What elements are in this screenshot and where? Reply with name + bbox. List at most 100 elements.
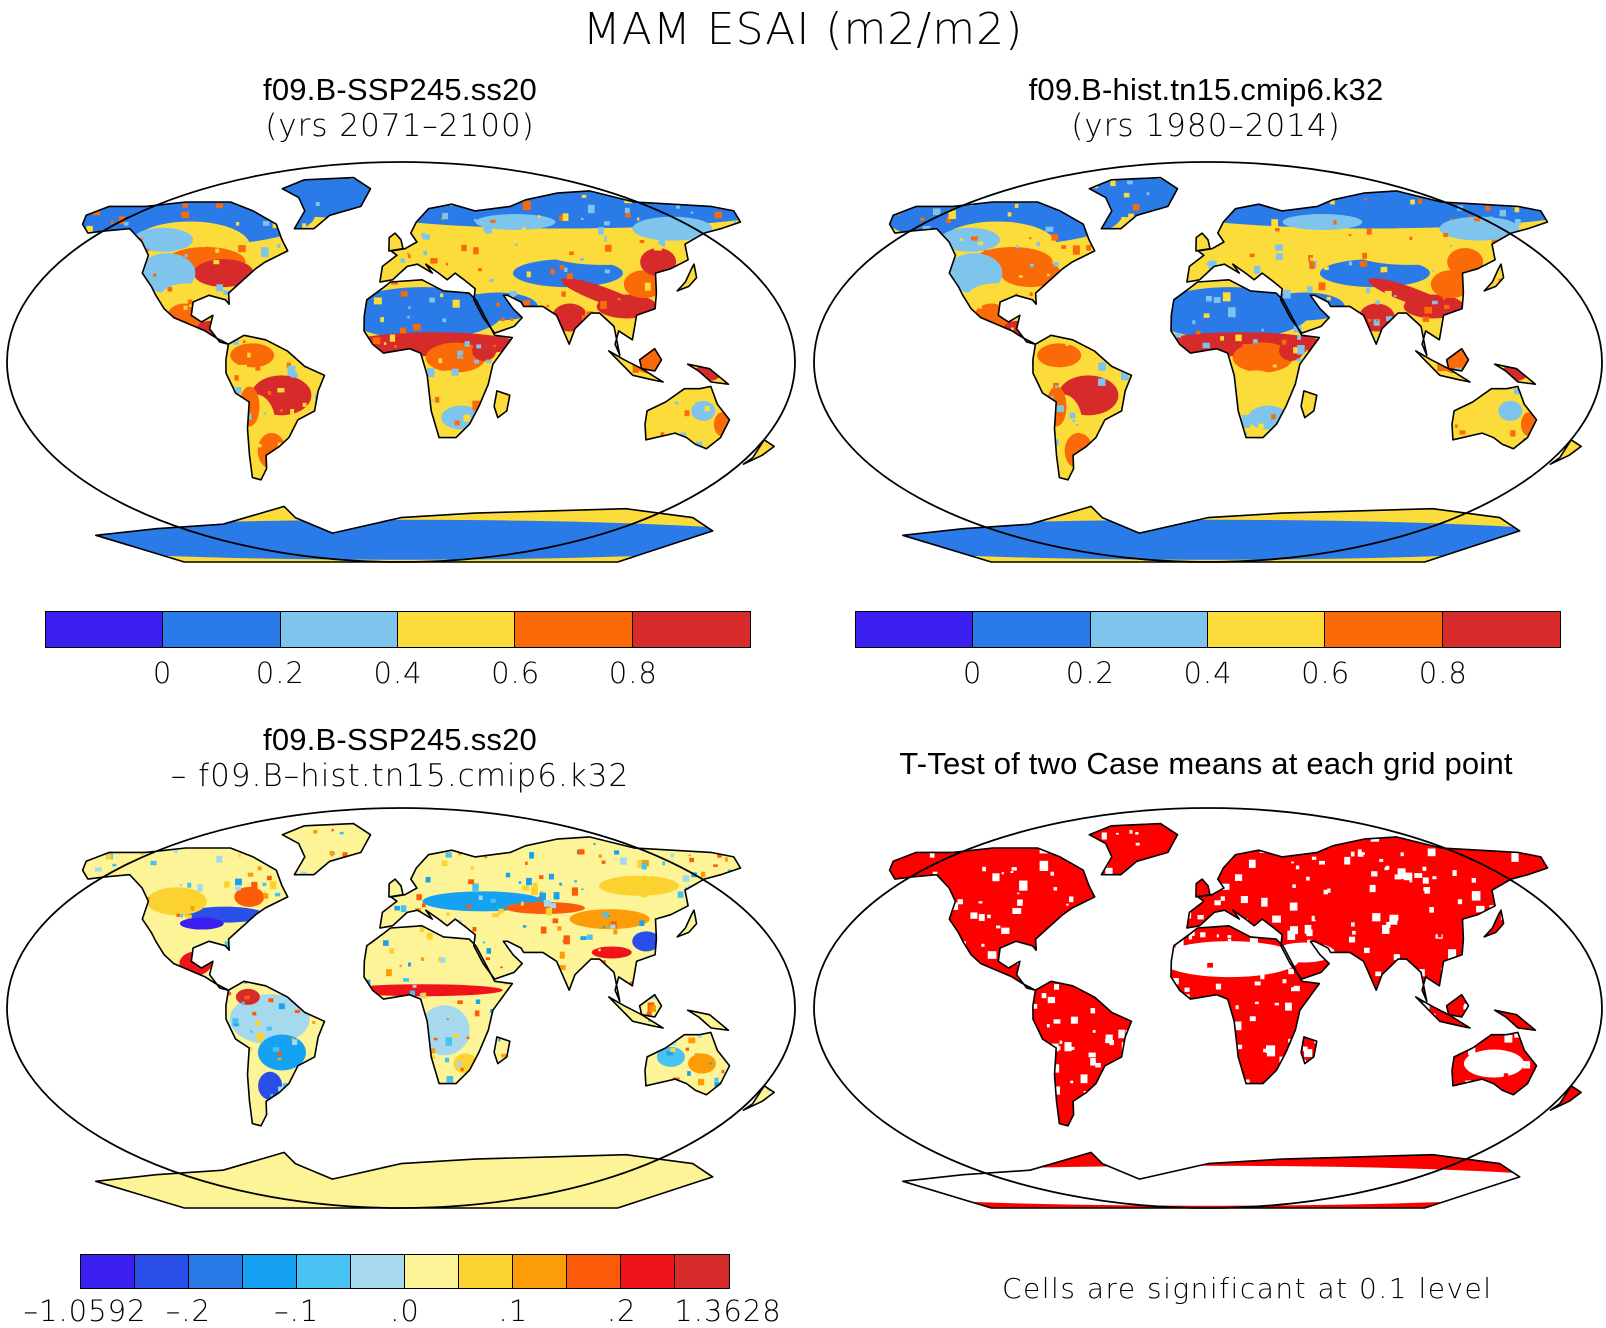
colorbar-tick-label: 1.3628 bbox=[674, 1294, 782, 1328]
colorbar-tick-label: 0.8 bbox=[1418, 656, 1468, 690]
coastline-uk bbox=[388, 878, 404, 898]
colorbar-tick-label: –.1 bbox=[274, 1294, 320, 1328]
panel-title-top-left-line1: f09.B-SSP245.ss20 bbox=[263, 72, 537, 107]
coastline-nz bbox=[1549, 439, 1582, 465]
map-ttest bbox=[813, 807, 1603, 1209]
panel-title-top-right-line1: f09.B-hist.tn15.cmip6.k32 bbox=[1028, 72, 1384, 107]
coastline-africa bbox=[363, 279, 514, 439]
coastline-indonesia bbox=[1415, 350, 1471, 383]
main-title: MAM ESAI (m2/m2) bbox=[582, 4, 1024, 55]
colorbar-segment bbox=[163, 612, 281, 647]
coastline-madagascar bbox=[1300, 1036, 1318, 1065]
colorbar-segment bbox=[675, 1255, 729, 1288]
colorbar-tick-label: –1.0592 bbox=[23, 1294, 147, 1328]
coastline-borneo bbox=[638, 347, 663, 372]
coastline-eurasia bbox=[1186, 190, 1549, 357]
colorbar-tick-label: 0.4 bbox=[1183, 656, 1233, 690]
coastline-borneo bbox=[1445, 347, 1470, 372]
coastline-greenland bbox=[1088, 822, 1179, 876]
coastline-samerica bbox=[1032, 980, 1133, 1127]
colorbar-tick-label: 0.8 bbox=[608, 656, 658, 690]
map-border bbox=[6, 807, 796, 1209]
panel-title-top-right: f09.B-hist.tn15.cmip6.k32 (yrs 1980–2014… bbox=[806, 72, 1606, 144]
coastline-newguinea bbox=[1493, 363, 1537, 385]
coastline-indonesia bbox=[608, 996, 664, 1029]
panel-title-bottom-left: f09.B-SSP245.ss20 – f09.B–hist.tn15.cmip… bbox=[0, 722, 800, 794]
coastline-africa bbox=[1170, 925, 1321, 1085]
colorbar-segment bbox=[243, 1255, 297, 1288]
coastline-uk bbox=[1195, 232, 1211, 252]
colorbar-tick-label: .0 bbox=[390, 1294, 420, 1328]
coastline-antarctica bbox=[95, 1151, 714, 1209]
coastline-greenland bbox=[281, 176, 372, 230]
coastline-nz bbox=[742, 1085, 775, 1111]
colorbar-segment bbox=[1090, 612, 1208, 647]
colorbar-tick-label: .2 bbox=[606, 1294, 637, 1328]
coastline-eurasia bbox=[379, 190, 742, 357]
panel-title-bottom-right-line1: T-Test of two Case means at each grid po… bbox=[899, 746, 1513, 781]
coastline-madagascar bbox=[1300, 390, 1318, 419]
coastline-greenland bbox=[281, 822, 372, 876]
colorbar-hist bbox=[855, 611, 1561, 648]
coastline-greenland bbox=[1088, 176, 1179, 230]
colorbar-segment bbox=[621, 1255, 675, 1288]
colorbar-segment bbox=[632, 612, 750, 647]
coastline-australia bbox=[644, 385, 731, 450]
panel-title-top-left-line2: (yrs 2071–2100) bbox=[265, 108, 535, 144]
coastline-eurasia bbox=[1186, 836, 1549, 1003]
colorbar-tick-label: 0.2 bbox=[1065, 656, 1115, 690]
coastline-africa bbox=[363, 925, 514, 1085]
colorbar-tick-label: –.2 bbox=[165, 1294, 211, 1328]
map-border bbox=[813, 161, 1603, 563]
coastline-antarctica bbox=[902, 505, 1521, 563]
colorbar-tick-label: 0 bbox=[152, 656, 173, 690]
colorbar-tick-label: 0 bbox=[962, 656, 983, 690]
map-border bbox=[813, 807, 1603, 1209]
colorbar-segment bbox=[513, 1255, 567, 1288]
coastline-antarctica bbox=[95, 505, 714, 563]
colorbar-segment bbox=[459, 1255, 513, 1288]
coastline-borneo bbox=[638, 993, 663, 1018]
colorbar-segment bbox=[1442, 612, 1560, 647]
colorbar-segment bbox=[1325, 612, 1443, 647]
map-difference bbox=[6, 807, 796, 1209]
panel-title-bottom-right: T-Test of two Case means at each grid po… bbox=[806, 746, 1606, 782]
coastline-japan bbox=[676, 263, 698, 292]
coastline-indonesia bbox=[608, 350, 664, 383]
coastline-indonesia bbox=[1415, 996, 1471, 1029]
panel-title-bottom-left-line1: f09.B-SSP245.ss20 bbox=[263, 722, 537, 757]
coastline-antarctica bbox=[902, 1151, 1521, 1209]
coastline-borneo bbox=[1445, 993, 1470, 1018]
coastline-namerica bbox=[888, 201, 1096, 345]
coastline-japan bbox=[1483, 909, 1505, 938]
significance-note: Cells are significant at 0.1 level bbox=[1002, 1272, 1493, 1305]
coastline-japan bbox=[676, 909, 698, 938]
coastline-eurasia bbox=[379, 836, 742, 1003]
coastline-madagascar bbox=[493, 1036, 511, 1065]
coastline-africa bbox=[1170, 279, 1321, 439]
map-border bbox=[6, 161, 796, 563]
coastline-newguinea bbox=[686, 363, 730, 385]
colorbar-ssp245 bbox=[45, 611, 751, 648]
coastline-madagascar bbox=[493, 390, 511, 419]
coastline-newguinea bbox=[686, 1009, 730, 1031]
panel-title-bottom-left-line2: – f09.B–hist.tn15.cmip6.k32 bbox=[170, 758, 630, 794]
coastline-nz bbox=[1549, 1085, 1582, 1111]
colorbar-tick-label: 0.6 bbox=[1301, 656, 1351, 690]
colorbar-difference bbox=[80, 1254, 730, 1289]
colorbar-segment bbox=[1207, 612, 1326, 647]
colorbar-tick-label: 0.6 bbox=[491, 656, 541, 690]
colorbar-segment bbox=[297, 1255, 351, 1288]
coastline-namerica bbox=[888, 847, 1096, 991]
colorbar-segment bbox=[973, 612, 1091, 647]
coastline-samerica bbox=[225, 334, 326, 481]
colorbar-segment bbox=[135, 1255, 189, 1288]
colorbar-tick-label: .1 bbox=[498, 1294, 529, 1328]
colorbar-segment bbox=[280, 612, 398, 647]
coastline-newguinea bbox=[1493, 1009, 1537, 1031]
coastline-namerica bbox=[81, 847, 289, 991]
colorbar-segment bbox=[81, 1255, 135, 1288]
coastline-uk bbox=[1195, 878, 1211, 898]
colorbar-segment bbox=[351, 1255, 405, 1288]
colorbar-segment bbox=[515, 612, 633, 647]
